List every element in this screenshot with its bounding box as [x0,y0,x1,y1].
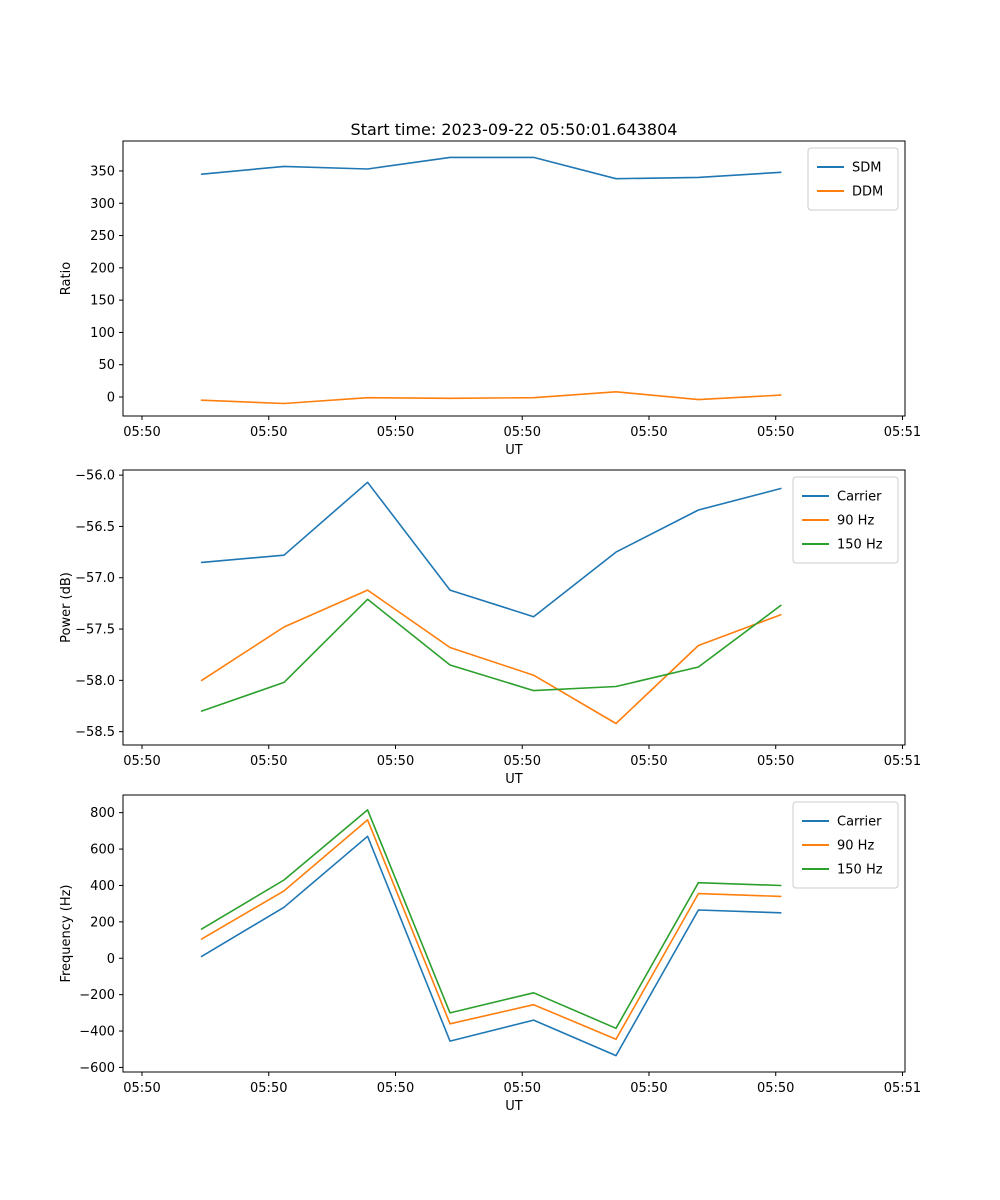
legend-label: 90 Hz [837,839,874,854]
y-tick-label: 100 [90,326,115,341]
x-tick-label: 05:50 [757,754,794,769]
legend-box [807,147,899,211]
y-tick-label: −58.0 [75,674,115,689]
x-tick-label: 05:51 [884,1081,921,1096]
y-tick-label: 600 [90,843,115,858]
series-line-90-hz [200,819,782,1040]
x-tick-label: 05:50 [123,754,160,769]
y-axis-label: Frequency (Hz) [59,884,74,982]
y-tick-label: 200 [90,915,115,930]
legend-label: Carrier [837,490,882,505]
series-line-sdm [200,156,782,180]
y-tick-label: 150 [90,294,115,309]
y-tick-label: −56.5 [75,520,115,535]
x-axis-label: UT [505,443,523,458]
series-line-150-hz [200,809,782,1030]
x-tick-label: 05:50 [757,425,794,440]
legend-label: Carrier [837,815,882,830]
plot-frame [122,794,906,1073]
x-axis-label: UT [505,772,523,787]
y-tick-label: 400 [90,879,115,894]
y-tick-label: 0 [107,391,115,406]
x-tick-label: 05:50 [123,425,160,440]
y-tick-label: −56.0 [75,469,115,484]
y-tick-label: 350 [90,164,115,179]
x-tick-label: 05:50 [377,1081,414,1096]
y-tick-label: −58.5 [75,725,115,740]
x-tick-label: 05:50 [504,754,541,769]
y-tick-label: 200 [90,261,115,276]
x-tick-label: 05:50 [123,1081,160,1096]
x-tick-label: 05:51 [884,425,921,440]
legend-label: 90 Hz [837,514,874,529]
series-line-90-hz [200,589,782,725]
y-axis-label: Power (dB) [59,572,74,643]
plot-frame [122,469,906,746]
series-line-150-hz [200,598,782,712]
y-tick-label: −57.5 [75,623,115,638]
x-tick-label: 05:50 [630,754,667,769]
x-tick-label: 05:50 [250,1081,287,1096]
x-tick-label: 05:50 [250,425,287,440]
series-line-carrier [200,481,782,618]
y-tick-label: −57.0 [75,571,115,586]
x-tick-label: 05:50 [630,1081,667,1096]
legend-box [792,476,899,564]
legend-label: 150 Hz [837,863,883,878]
y-tick-label: 250 [90,229,115,244]
y-tick-label: 50 [98,358,115,373]
x-tick-label: 05:50 [757,1081,794,1096]
legend-box [792,801,899,889]
x-tick-label: 05:50 [504,425,541,440]
legend-label: 150 Hz [837,538,883,553]
x-axis-label: UT [505,1099,523,1114]
plot-frame [122,140,906,417]
x-tick-label: 05:50 [377,754,414,769]
figure-title: Start time: 2023-09-22 05:50:01.643804 [350,120,678,139]
y-tick-label: −200 [79,988,115,1003]
legend-label: DDM [852,185,883,200]
y-tick-label: −400 [79,1025,115,1040]
series-line-carrier [200,835,782,1057]
y-tick-label: −600 [79,1061,115,1076]
x-tick-label: 05:50 [250,754,287,769]
x-tick-label: 05:50 [377,425,414,440]
y-tick-label: 300 [90,197,115,212]
x-tick-label: 05:51 [884,754,921,769]
y-tick-label: 800 [90,806,115,821]
series-line-ddm [200,390,782,405]
legend-label: SDM [852,161,881,176]
x-tick-label: 05:50 [630,425,667,440]
y-axis-label: Ratio [59,262,74,295]
y-tick-label: 0 [107,952,115,967]
x-tick-label: 05:50 [504,1081,541,1096]
